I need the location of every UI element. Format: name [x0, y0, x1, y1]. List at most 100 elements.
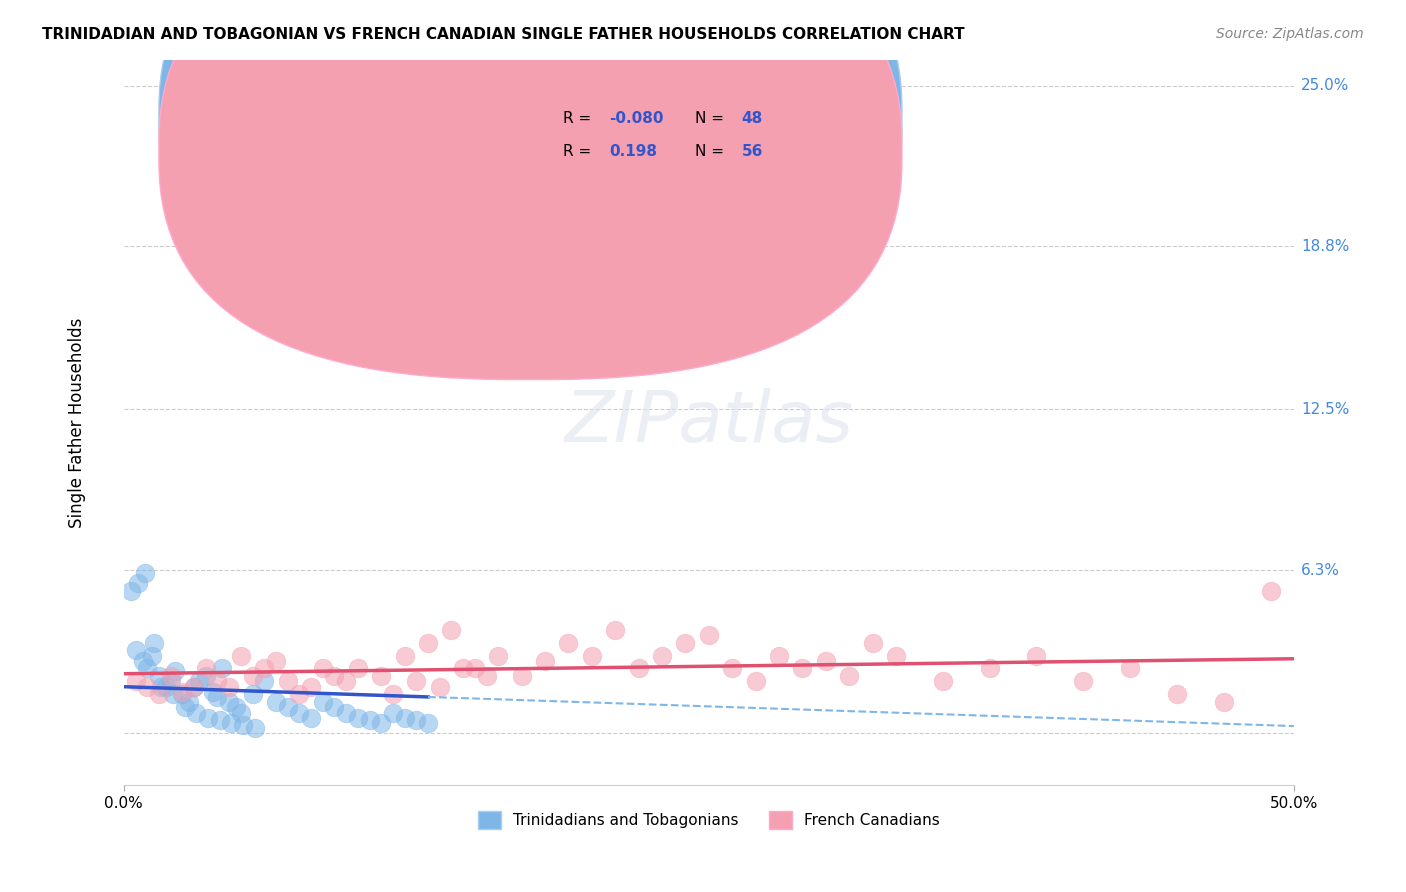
- Point: [159, 669, 181, 683]
- Point: [194, 669, 217, 683]
- Point: [221, 715, 243, 730]
- FancyBboxPatch shape: [159, 0, 901, 379]
- Point: [150, 680, 173, 694]
- Point: [218, 680, 240, 694]
- Point: [814, 654, 837, 668]
- Point: [416, 635, 439, 649]
- Point: [370, 669, 392, 683]
- Point: [697, 628, 720, 642]
- Point: [347, 711, 370, 725]
- Point: [242, 669, 264, 683]
- Point: [381, 687, 404, 701]
- Point: [159, 674, 181, 689]
- Point: [183, 680, 205, 694]
- Point: [1025, 648, 1047, 663]
- Point: [253, 661, 276, 675]
- Point: [148, 687, 170, 701]
- Point: [173, 700, 195, 714]
- Point: [197, 711, 219, 725]
- Point: [557, 635, 579, 649]
- Point: [1260, 583, 1282, 598]
- Point: [207, 690, 229, 704]
- Point: [183, 680, 205, 694]
- Point: [172, 687, 194, 701]
- Text: TRINIDADIAN AND TOBAGONIAN VS FRENCH CANADIAN SINGLE FATHER HOUSEHOLDS CORRELATI: TRINIDADIAN AND TOBAGONIAN VS FRENCH CAN…: [42, 27, 965, 42]
- Point: [124, 643, 146, 657]
- Point: [288, 706, 311, 720]
- Text: 0.198: 0.198: [609, 144, 658, 159]
- Point: [136, 661, 159, 675]
- Point: [370, 715, 392, 730]
- Point: [534, 654, 557, 668]
- Point: [838, 669, 860, 683]
- Point: [208, 714, 231, 728]
- Point: [143, 635, 166, 649]
- Point: [394, 648, 416, 663]
- Text: ZIPatlas: ZIPatlas: [564, 388, 853, 457]
- Point: [440, 623, 463, 637]
- Point: [187, 674, 209, 689]
- Point: [429, 680, 451, 694]
- Point: [134, 566, 156, 580]
- Point: [131, 654, 153, 668]
- Point: [475, 669, 498, 683]
- Point: [405, 714, 427, 728]
- Point: [792, 661, 814, 675]
- Point: [127, 576, 149, 591]
- Point: [979, 661, 1001, 675]
- Point: [211, 661, 233, 675]
- Point: [148, 669, 170, 683]
- Point: [581, 648, 603, 663]
- Text: R =: R =: [562, 144, 596, 159]
- Point: [136, 680, 159, 694]
- Point: [120, 583, 142, 598]
- Point: [124, 674, 146, 689]
- Point: [381, 706, 404, 720]
- Point: [651, 648, 673, 663]
- FancyBboxPatch shape: [486, 88, 825, 176]
- Point: [264, 654, 287, 668]
- Point: [932, 674, 955, 689]
- Point: [1212, 695, 1234, 709]
- Point: [1119, 661, 1142, 675]
- Point: [675, 635, 697, 649]
- Point: [229, 648, 252, 663]
- Point: [264, 695, 287, 709]
- Point: [312, 695, 335, 709]
- Text: 6.3%: 6.3%: [1301, 563, 1340, 577]
- Text: N =: N =: [695, 111, 728, 126]
- Point: [323, 700, 346, 714]
- Point: [510, 669, 533, 683]
- Point: [744, 674, 766, 689]
- Text: 18.8%: 18.8%: [1301, 239, 1350, 253]
- Point: [721, 661, 744, 675]
- Point: [486, 648, 509, 663]
- Point: [232, 718, 254, 732]
- Point: [277, 674, 299, 689]
- Point: [141, 648, 163, 663]
- Point: [299, 711, 322, 725]
- Point: [405, 674, 427, 689]
- Point: [335, 674, 357, 689]
- Point: [312, 661, 335, 675]
- Point: [416, 715, 439, 730]
- Point: [242, 687, 264, 701]
- Point: [194, 661, 217, 675]
- Point: [243, 721, 266, 735]
- Point: [299, 680, 322, 694]
- Point: [862, 635, 884, 649]
- Point: [229, 706, 252, 720]
- Point: [201, 685, 224, 699]
- Point: [884, 648, 907, 663]
- Text: 12.5%: 12.5%: [1301, 402, 1350, 417]
- Text: 56: 56: [741, 144, 763, 159]
- Point: [186, 706, 208, 720]
- Point: [768, 648, 790, 663]
- Text: 48: 48: [741, 111, 763, 126]
- Point: [1071, 674, 1094, 689]
- Text: N =: N =: [695, 144, 728, 159]
- Text: Source: ZipAtlas.com: Source: ZipAtlas.com: [1216, 27, 1364, 41]
- Point: [162, 687, 184, 701]
- Point: [179, 695, 201, 709]
- Text: -0.080: -0.080: [609, 111, 664, 126]
